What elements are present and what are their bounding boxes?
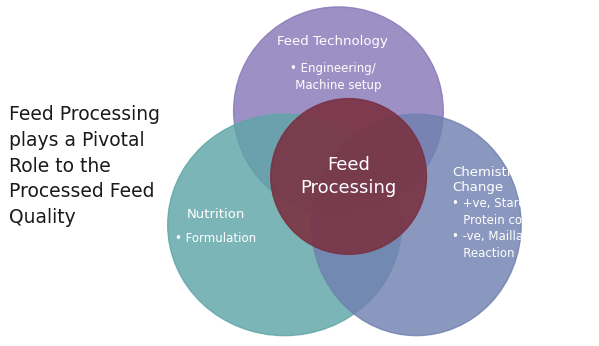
Text: Feed Technology: Feed Technology xyxy=(277,35,388,48)
Text: • +ve, Starch and
   Protein cooking
• -ve, Maillard
   Reaction: • +ve, Starch and Protein cooking • -ve,… xyxy=(452,197,558,260)
Ellipse shape xyxy=(271,99,426,254)
Ellipse shape xyxy=(234,7,443,215)
Ellipse shape xyxy=(168,114,401,336)
Text: • Engineering/
   Machine setup: • Engineering/ Machine setup xyxy=(284,62,381,92)
Text: Feed Processing
plays a Pivotal
Role to the
Processed Feed
Quality: Feed Processing plays a Pivotal Role to … xyxy=(9,105,160,227)
Text: Feed
Processing: Feed Processing xyxy=(301,156,397,197)
Ellipse shape xyxy=(311,114,521,336)
Text: Chemistry
Change: Chemistry Change xyxy=(452,166,521,194)
Text: Nutrition: Nutrition xyxy=(186,208,245,221)
Text: • Formulation: • Formulation xyxy=(175,232,256,245)
